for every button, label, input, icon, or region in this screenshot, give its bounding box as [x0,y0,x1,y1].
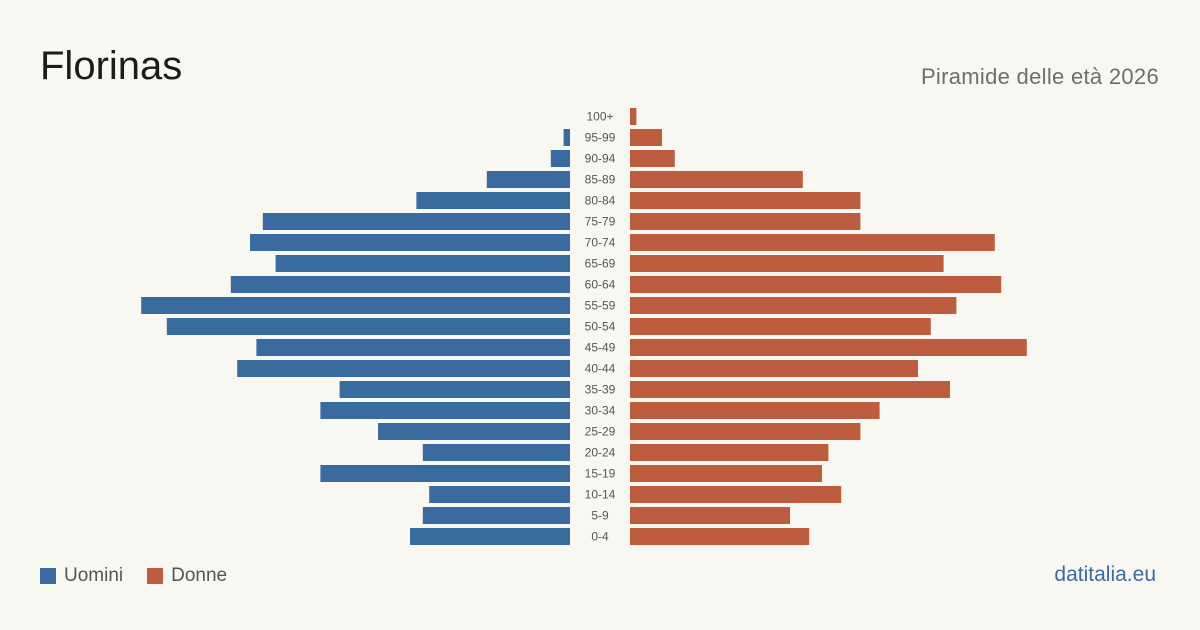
age-label-95-99: 95-99 [585,131,616,145]
bar-men-70-74 [250,234,570,251]
bar-women-80-84 [630,192,861,209]
age-label-10-14: 10-14 [585,488,616,502]
age-label-75-79: 75-79 [585,215,616,229]
age-label-5-9: 5-9 [591,509,609,523]
bar-women-90-94 [630,150,675,167]
bar-men-0-4 [410,528,570,545]
bar-women-45-49 [630,339,1027,356]
chart-subtitle: Piramide delle età 2026 [920,64,1159,89]
bar-men-90-94 [550,150,570,167]
population-pyramid-chart: 100+ 95-99 90-94 85-89 80-84 75-79 70-74 65-69 6… [141,108,1027,545]
age-label-55-59: 55-59 [585,299,616,313]
bar-men-85-89 [486,171,570,188]
bar-women-5-9 [630,507,790,524]
age-label-70-74: 70-74 [585,236,616,250]
bar-women-70-74 [630,234,995,251]
legend-item-men: Uomini [40,565,123,587]
chart-title: Florinas [40,44,183,88]
bar-women-55-59 [630,297,957,314]
bar-men-30-34 [320,402,570,419]
bar-women-25-29 [630,423,861,440]
bar-men-50-54 [166,318,571,335]
source-link[interactable]: datitalia.eu [1054,563,1156,586]
age-label-40-44: 40-44 [585,362,616,376]
bar-men-75-79 [262,213,570,230]
bar-men-35-39 [339,381,570,398]
bar-women-0-4 [630,528,810,545]
age-label-25-29: 25-29 [585,425,616,439]
age-label-65-69: 65-69 [585,257,616,271]
age-label-0-4: 0-4 [591,530,609,544]
bar-women-65-69 [630,255,944,272]
bar-women-10-14 [630,486,842,503]
bar-women-85-89 [630,171,803,188]
bar-men-10-14 [429,486,570,503]
bar-women-100+ [630,108,637,125]
bar-women-95-99 [630,129,662,146]
bar-women-20-24 [630,444,829,461]
age-label-90-94: 90-94 [585,152,616,166]
bar-men-25-29 [378,423,570,440]
bar-men-40-44 [237,360,570,377]
bar-men-5-9 [422,507,570,524]
bar-women-15-19 [630,465,822,482]
age-label-80-84: 80-84 [585,194,616,208]
bar-men-20-24 [422,444,570,461]
age-label-20-24: 20-24 [585,446,616,460]
bar-men-65-69 [275,255,570,272]
bar-women-40-44 [630,360,918,377]
age-label-15-19: 15-19 [585,467,616,481]
age-label-30-34: 30-34 [585,404,616,418]
age-label-60-64: 60-64 [585,278,616,292]
age-label-100+: 100+ [586,110,613,124]
age-label-45-49: 45-49 [585,341,616,355]
bar-women-30-34 [630,402,880,419]
bar-men-55-59 [141,297,570,314]
bar-women-50-54 [630,318,931,335]
bar-women-60-64 [630,276,1002,293]
bar-men-60-64 [230,276,571,293]
bar-men-95-99 [563,129,570,146]
legend-label-men: Uomini [64,565,124,586]
chart-legend: Uomini Donne [40,565,251,587]
legend-swatch-men [40,568,56,584]
bar-men-45-49 [256,339,570,356]
legend-item-women: Donne [147,565,227,587]
legend-swatch-women [147,568,164,584]
legend-label-women: Donne [171,565,228,586]
age-label-50-54: 50-54 [585,320,616,334]
age-label-85-89: 85-89 [585,173,616,187]
bar-men-80-84 [416,192,570,209]
age-label-35-39: 35-39 [585,383,616,397]
bar-women-35-39 [630,381,950,398]
bar-women-75-79 [630,213,861,230]
bar-men-15-19 [320,465,570,482]
